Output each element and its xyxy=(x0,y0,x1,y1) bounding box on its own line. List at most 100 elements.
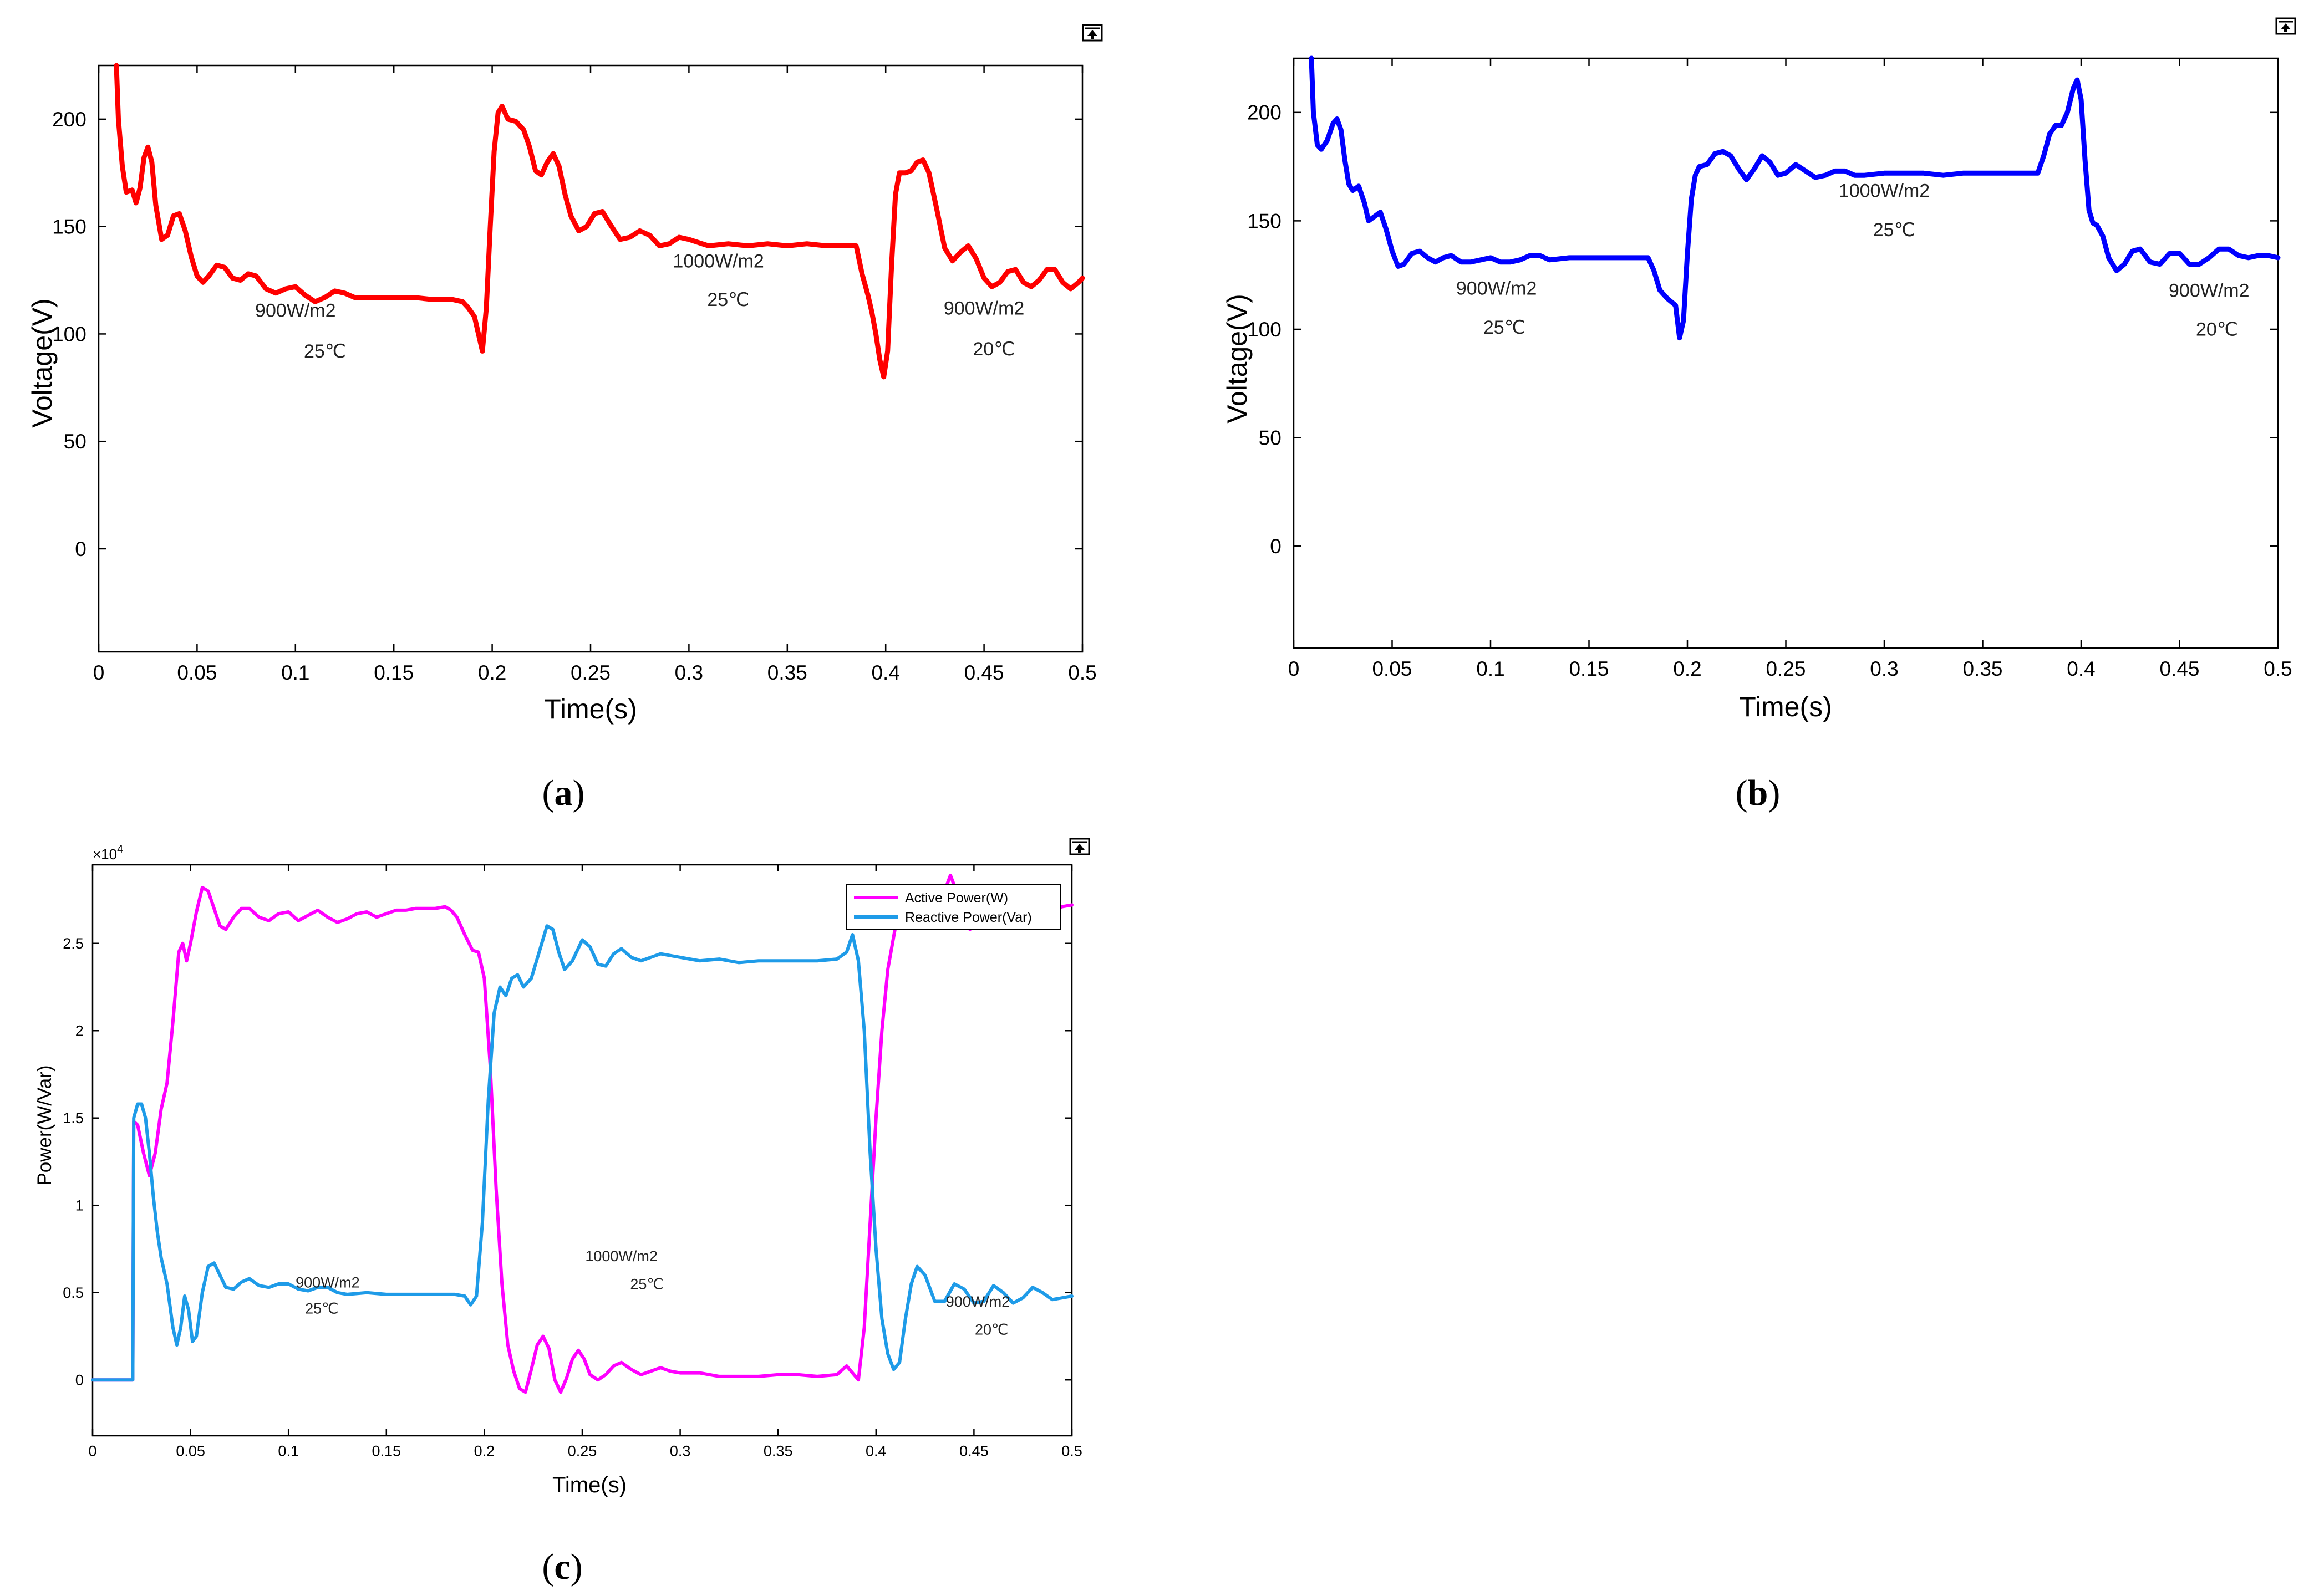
y-tick-label: 100 xyxy=(1247,318,1281,341)
plot-frame xyxy=(98,64,1084,653)
plot-frame xyxy=(91,864,1073,1437)
panel-a: 0 0.05 0.1 0.15 0.2 0.25 0.3 0.35 0.4 0.45 0.5 0 50 1… xyxy=(27,24,1103,813)
x-tick-label: 0.35 xyxy=(1962,657,2002,680)
export-icon[interactable] xyxy=(2275,17,2296,35)
annotation-layer: 900W/m2 25℃ 1000W/m2 25℃ 900W/m2 20℃ xyxy=(255,251,1024,362)
legend-label-active: Active Power(W) xyxy=(905,890,1008,906)
x-tick-label: 0.35 xyxy=(764,1442,793,1459)
x-tick-label: 0.4 xyxy=(2067,657,2095,680)
annotation-label: 20℃ xyxy=(2196,319,2238,340)
x-axis-label: Time(s) xyxy=(544,694,637,725)
tick-layer: 0 0.05 0.1 0.15 0.2 0.25 0.3 0.35 0.4 0.45 0.5 0 50 1… xyxy=(1247,58,2292,680)
y-tick-label: 0 xyxy=(75,538,87,560)
voltage-line xyxy=(114,63,1085,380)
panel-c: ×104 0 0.05 0.1 0.15 0.2 0.25 0.3 0.35 0.4 0.45 0.… xyxy=(34,838,1090,1587)
y-axis-label: Voltage(V) xyxy=(27,298,58,427)
x-tick-label: 0.25 xyxy=(568,1442,597,1459)
export-icon[interactable] xyxy=(1069,838,1090,855)
x-tick-label: 0.2 xyxy=(1673,657,1701,680)
x-tick-label: 0.5 xyxy=(1061,1442,1082,1459)
x-tick-label: 0.45 xyxy=(2159,657,2199,680)
annotation-label: 20℃ xyxy=(973,339,1015,360)
x-tick-label: 0.25 xyxy=(1766,657,1806,680)
y-tick-label: 50 xyxy=(64,430,87,453)
y-axis-label: Voltage(V) xyxy=(1222,294,1253,423)
legend: Active Power(W) Reactive Power(Var) xyxy=(846,884,1061,930)
x-tick-label: 0.15 xyxy=(374,661,414,684)
x-tick-label: 0.1 xyxy=(281,661,309,684)
panel-caption: (a) xyxy=(542,773,585,813)
panel-label: b xyxy=(1748,773,1768,813)
annotation-label: 900W/m2 xyxy=(944,298,1025,319)
annotation-label: 1000W/m2 xyxy=(585,1248,658,1264)
x-tick-label: 0.05 xyxy=(176,1442,205,1459)
annotation-layer: 900W/m2 25℃ 1000W/m2 25℃ 900W/m2 20℃ xyxy=(1456,180,2250,340)
x-tick-label: 0.4 xyxy=(871,661,899,684)
panel-b: 0 0.05 0.1 0.15 0.2 0.25 0.3 0.35 0.4 0.45 0.5 0 50 1… xyxy=(1222,17,2296,813)
y-tick-label: 150 xyxy=(1247,210,1281,232)
y-axis-label: Power(W/Var) xyxy=(34,1065,55,1185)
y-axis-multiplier: ×104 xyxy=(93,843,123,863)
x-tick-label: 0.05 xyxy=(1372,657,1412,680)
y-tick-label: 1.5 xyxy=(63,1110,84,1126)
annotation-label: 20℃ xyxy=(975,1321,1008,1338)
x-tick-label: 0.35 xyxy=(767,661,807,684)
panel-label: c xyxy=(554,1547,570,1587)
x-tick-label: 0 xyxy=(1288,657,1300,680)
y-tick-label: 2 xyxy=(75,1023,84,1039)
plot-frame xyxy=(1293,57,2279,649)
annotation-label: 25℃ xyxy=(304,341,346,362)
x-tick-label: 0.15 xyxy=(372,1442,401,1459)
annotation-label: 25℃ xyxy=(707,289,749,310)
x-tick-label: 0 xyxy=(88,1442,96,1459)
annotation-label: 900W/m2 xyxy=(255,300,336,321)
x-tick-label: 0.3 xyxy=(670,1442,691,1459)
x-tick-label: 0.45 xyxy=(959,1442,989,1459)
x-tick-label: 0.5 xyxy=(1068,661,1096,684)
export-icon[interactable] xyxy=(1082,24,1103,42)
tick-layer: 0 0.05 0.1 0.15 0.2 0.25 0.3 0.35 0.4 0.45 0.5 0 50 1… xyxy=(52,65,1097,684)
x-tick-label: 0.15 xyxy=(1569,657,1609,680)
x-tick-label: 0.25 xyxy=(571,661,611,684)
y-tick-label: 200 xyxy=(52,108,87,131)
x-tick-label: 0.1 xyxy=(278,1442,299,1459)
x-tick-label: 0.45 xyxy=(964,661,1004,684)
tick-layer: 0 0.05 0.1 0.15 0.2 0.25 0.3 0.35 0.4 0.45 0.5 0 0.5… xyxy=(63,865,1082,1459)
x-tick-label: 0 xyxy=(93,661,105,684)
annotation-label: 900W/m2 xyxy=(296,1274,360,1291)
x-axis-label: Time(s) xyxy=(1739,691,1832,722)
y-tick-label: 1 xyxy=(75,1197,84,1214)
x-tick-label: 0.3 xyxy=(1870,657,1898,680)
y-tick-label: 0 xyxy=(75,1372,84,1389)
y-tick-label: 50 xyxy=(1259,427,1281,450)
x-tick-label: 0.4 xyxy=(866,1442,887,1459)
panel-caption: (b) xyxy=(1736,773,1781,813)
x-tick-label: 0.5 xyxy=(2264,657,2292,680)
y-tick-label: 0.5 xyxy=(63,1284,84,1301)
annotation-label: 900W/m2 xyxy=(2169,280,2250,301)
annotation-label: 25℃ xyxy=(630,1276,663,1292)
annotation-label: 25℃ xyxy=(305,1301,338,1317)
x-axis-label: Time(s) xyxy=(552,1473,627,1497)
annotation-label: 1000W/m2 xyxy=(1839,180,1930,201)
x-tick-label: 0.1 xyxy=(1476,657,1504,680)
y-tick-label: 2.5 xyxy=(63,935,84,952)
active-power-line xyxy=(91,873,1074,1394)
x-tick-label: 0.2 xyxy=(474,1442,495,1459)
annotation-layer: 900W/m2 25℃ 1000W/m2 25℃ 900W/m2 20℃ xyxy=(296,1248,1010,1338)
voltage-line xyxy=(1309,55,2281,341)
y-tick-label: 100 xyxy=(52,323,87,345)
legend-label-reactive: Reactive Power(Var) xyxy=(905,910,1032,925)
y-tick-label: 200 xyxy=(1247,101,1281,124)
annotation-label: 1000W/m2 xyxy=(673,251,764,272)
x-tick-label: 0.3 xyxy=(675,661,703,684)
annotation-label: 900W/m2 xyxy=(946,1293,1010,1310)
x-tick-label: 0.05 xyxy=(177,661,217,684)
panel-caption: (c) xyxy=(542,1547,582,1587)
x-tick-label: 0.2 xyxy=(478,661,506,684)
y-tick-label: 0 xyxy=(1270,535,1281,558)
panel-label: a xyxy=(555,773,573,813)
annotation-label: 25℃ xyxy=(1483,317,1525,338)
y-tick-label: 150 xyxy=(52,216,87,238)
